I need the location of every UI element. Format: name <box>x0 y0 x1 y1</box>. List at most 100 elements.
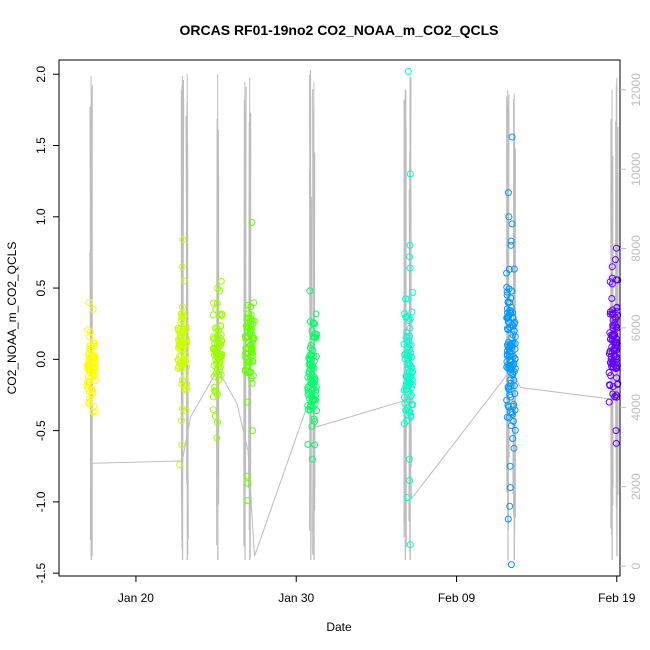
data-point <box>211 383 218 391</box>
data-point <box>244 497 252 504</box>
data-point <box>409 401 417 409</box>
data-point <box>211 339 219 347</box>
x-tick-label: Jan 20 <box>118 591 154 605</box>
data-point <box>304 386 312 394</box>
flight-point-group <box>304 287 321 463</box>
data-point <box>180 277 188 285</box>
data-point <box>175 344 183 352</box>
y-tick-label: 0.0 <box>34 351 48 368</box>
data-point <box>183 336 191 344</box>
altitude-spike <box>180 75 185 561</box>
data-point <box>504 189 512 197</box>
data-point <box>308 327 316 335</box>
data-point <box>311 320 318 328</box>
data-point <box>90 402 98 410</box>
data-point <box>503 291 511 299</box>
flight-point-group <box>241 219 258 504</box>
data-point <box>85 298 93 306</box>
data-point <box>306 344 314 352</box>
data-point <box>409 289 417 296</box>
altitude-spike <box>408 73 412 561</box>
data-point <box>246 342 254 350</box>
data-point <box>91 342 99 350</box>
data-point <box>605 398 613 406</box>
data-point <box>404 349 412 357</box>
y2-tick-label: 10000 <box>629 152 643 186</box>
data-point <box>408 308 416 316</box>
altitude-spike <box>506 89 510 561</box>
data-point <box>307 341 315 349</box>
data-point <box>403 494 411 502</box>
x-axis-label: Date <box>326 620 352 634</box>
data-point <box>402 406 410 414</box>
data-point <box>308 380 316 388</box>
data-point <box>306 406 314 414</box>
data-point <box>215 376 223 384</box>
data-point <box>248 317 256 324</box>
data-points <box>83 67 622 569</box>
data-point <box>247 353 255 361</box>
data-point <box>244 323 252 331</box>
data-point <box>312 310 320 318</box>
y2-axis: 0 2000 4000 6000 8000 10000 12000 <box>620 73 643 569</box>
data-point <box>511 390 519 398</box>
data-point <box>179 405 186 412</box>
data-point <box>216 310 224 318</box>
data-point <box>506 323 514 331</box>
data-point <box>312 383 320 391</box>
data-point <box>210 362 218 369</box>
data-point <box>504 515 512 523</box>
data-point <box>503 396 511 404</box>
data-point <box>606 382 614 389</box>
data-point <box>178 315 185 323</box>
data-point <box>505 353 513 360</box>
data-point <box>218 352 225 360</box>
data-point <box>606 278 614 286</box>
data-point <box>312 353 320 360</box>
data-point <box>178 380 186 388</box>
data-point <box>401 310 409 318</box>
data-point <box>406 477 413 484</box>
data-point <box>401 351 409 359</box>
data-point <box>508 133 516 141</box>
data-point <box>217 322 224 330</box>
data-point <box>308 376 316 384</box>
data-point <box>510 444 518 452</box>
data-point <box>209 406 217 414</box>
data-point <box>210 299 218 307</box>
data-point <box>306 351 314 359</box>
data-point <box>309 319 317 327</box>
data-point <box>91 355 99 363</box>
data-point <box>605 369 613 376</box>
data-point <box>308 455 316 463</box>
y-tick-label: 2.0 <box>34 66 48 83</box>
data-point <box>504 314 512 322</box>
flight-point-group <box>605 244 622 447</box>
data-point <box>607 355 615 363</box>
data-point <box>178 263 186 271</box>
data-point <box>506 462 514 470</box>
data-point <box>304 440 312 448</box>
y-tick-label: 1.0 <box>34 208 48 225</box>
data-point <box>304 391 312 399</box>
data-point <box>176 326 183 334</box>
data-point <box>215 343 223 351</box>
data-point <box>181 386 189 393</box>
altitude-connector-line <box>91 368 614 557</box>
data-point <box>218 337 226 345</box>
chart-title: ORCAS RF01-19no2 CO2_NOAA_m_CO2_QCLS <box>180 22 499 38</box>
data-point <box>88 385 96 393</box>
y-axis: -1.5 -1.0 -0.5 0.0 0.5 1.0 1.5 2.0 <box>34 66 59 583</box>
data-point <box>310 415 318 423</box>
data-point <box>176 328 183 336</box>
data-point <box>91 365 99 373</box>
data-point <box>504 384 512 392</box>
data-point <box>503 269 511 277</box>
data-point <box>243 358 251 366</box>
y-tick-label: -1.5 <box>34 562 48 583</box>
data-point <box>506 376 514 384</box>
data-point <box>609 306 617 314</box>
altitude-spike <box>312 81 316 561</box>
data-point <box>511 318 519 326</box>
data-point <box>176 461 183 469</box>
